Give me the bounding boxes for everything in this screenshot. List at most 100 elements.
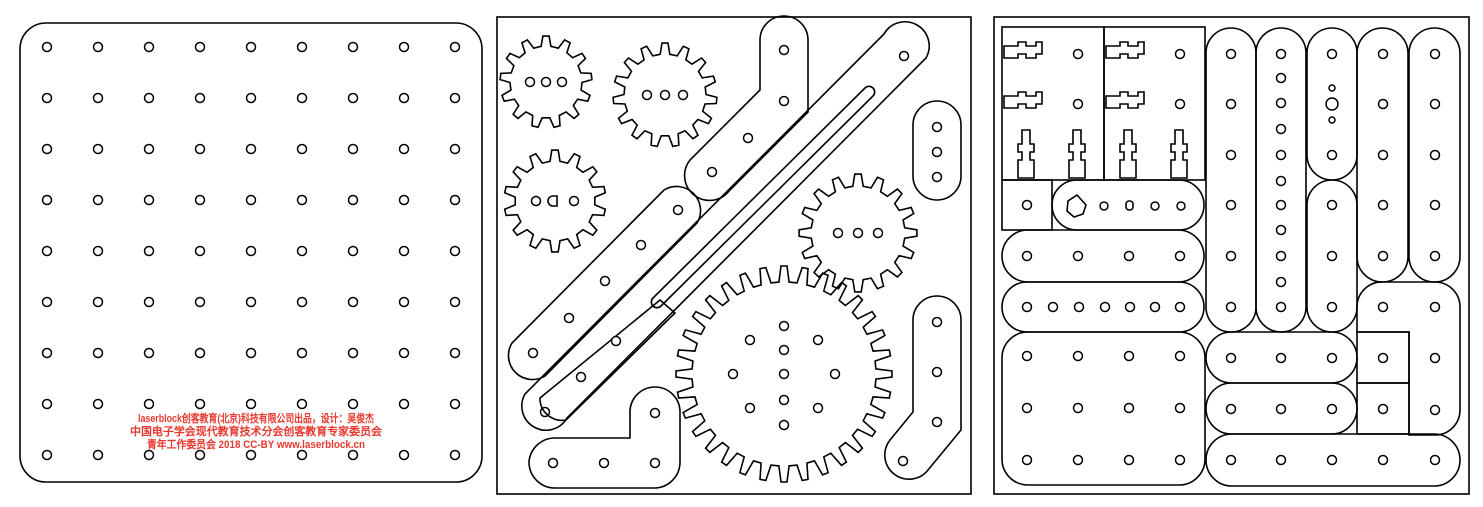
gear-hole — [832, 227, 844, 239]
l-bracket-bottom — [528, 386, 681, 489]
link-hole — [931, 121, 943, 133]
peg-hole — [296, 194, 308, 206]
bar-hole — [1275, 97, 1287, 109]
gear-hole — [778, 344, 790, 356]
bar-hole — [1225, 352, 1237, 364]
bent-bracket-right — [883, 295, 962, 480]
peg-hole — [245, 194, 257, 206]
beam-hole — [778, 44, 790, 56]
bar-hole — [1275, 352, 1287, 364]
bar-hole — [1275, 250, 1287, 262]
plate-hole — [1072, 350, 1084, 362]
gear-hole — [778, 320, 790, 332]
bar-hole — [1326, 149, 1338, 161]
link-hole — [931, 146, 943, 158]
small-gear-4 — [798, 173, 918, 293]
peg-hole — [92, 92, 104, 104]
bar-horizontal-4-outline — [1001, 229, 1205, 283]
peg-hole — [347, 245, 359, 257]
large-gear-holes — [727, 320, 841, 431]
bar-hole — [1377, 301, 1389, 313]
bar-hole — [1429, 454, 1441, 466]
bar-hole — [1099, 301, 1111, 313]
bar-hole — [1275, 72, 1287, 84]
gear-hole — [524, 76, 536, 88]
peg-hole — [296, 143, 308, 155]
bar-hole — [1326, 403, 1338, 415]
small-gear-1 — [499, 35, 593, 129]
gear-hole — [568, 195, 580, 207]
pegboard-outline — [19, 22, 483, 483]
gear-parts — [499, 35, 918, 483]
d-shaft-hole — [547, 195, 558, 207]
bar-horizontal-5-outline — [1205, 433, 1461, 487]
peg-hole — [41, 296, 53, 308]
peg-hole — [245, 449, 257, 461]
peg-hole — [296, 449, 308, 461]
pegboard-hole-grid — [41, 41, 461, 461]
bar-vertical-4 — [1306, 179, 1358, 333]
bar-hole — [1429, 404, 1441, 416]
peg-hole — [41, 398, 53, 410]
straight-bars — [1001, 27, 1461, 487]
peg-hole — [245, 41, 257, 53]
bar-hole — [1275, 276, 1287, 288]
peg-hole — [245, 245, 257, 257]
peg-hole — [449, 347, 461, 359]
hex-hole-icon — [1066, 193, 1087, 218]
bar-hole — [1429, 199, 1441, 211]
bracket-hole — [598, 457, 610, 469]
bar-hole — [1225, 250, 1237, 262]
peg-hole — [41, 92, 53, 104]
plate-hole — [1072, 402, 1084, 414]
peg-hole — [194, 41, 206, 53]
peg-connector-vertical — [1170, 129, 1188, 179]
bar-hole — [1176, 201, 1186, 211]
peg-hole — [194, 194, 206, 206]
bar-hole — [1429, 301, 1441, 313]
bar-hole — [1225, 454, 1237, 466]
bar-hole — [1275, 48, 1287, 60]
bar-hole — [1275, 224, 1287, 236]
connector-hole — [1072, 98, 1084, 110]
slotted-beam — [521, 21, 930, 431]
panel-3-border — [993, 16, 1470, 495]
short-link — [912, 100, 962, 201]
plate-hole — [1174, 402, 1186, 414]
small-gear-3-outline — [503, 149, 607, 253]
peg-hole — [41, 41, 53, 53]
bar-hole — [1275, 301, 1287, 313]
large-gear — [675, 265, 893, 483]
peg-hole — [92, 194, 104, 206]
bar-hole — [1072, 250, 1084, 262]
peg-connector-vertical — [1068, 129, 1086, 179]
bar-hole — [1326, 199, 1338, 211]
bar-hole — [1174, 301, 1186, 313]
peg-hole — [398, 347, 410, 359]
peg-hole — [398, 92, 410, 104]
peg-hole — [194, 398, 206, 410]
diagonal-strip-outline — [539, 298, 677, 422]
bar-hole — [1099, 201, 1109, 211]
gears-and-beams-panel — [496, 15, 972, 495]
gear-hole — [778, 368, 790, 380]
bar-hole — [1275, 149, 1287, 161]
peg-hole — [296, 92, 308, 104]
peg-hole — [143, 194, 155, 206]
peg-hole — [41, 449, 53, 461]
bar-horizontal-5 — [1205, 433, 1461, 487]
bar-hole — [1225, 48, 1237, 60]
bar-hole — [1377, 149, 1389, 161]
peg-connector-horizontal — [1105, 91, 1145, 109]
gear-hole — [852, 227, 864, 239]
peg-hole — [449, 296, 461, 308]
peg-hole — [449, 449, 461, 461]
bar-hole — [1326, 301, 1338, 313]
bar-hole — [1225, 149, 1237, 161]
small-hole — [1328, 84, 1336, 92]
diagonal-strip — [539, 298, 677, 422]
bracket-hole — [931, 416, 943, 428]
bar-hole — [1275, 454, 1287, 466]
connector-hole — [1174, 98, 1186, 110]
